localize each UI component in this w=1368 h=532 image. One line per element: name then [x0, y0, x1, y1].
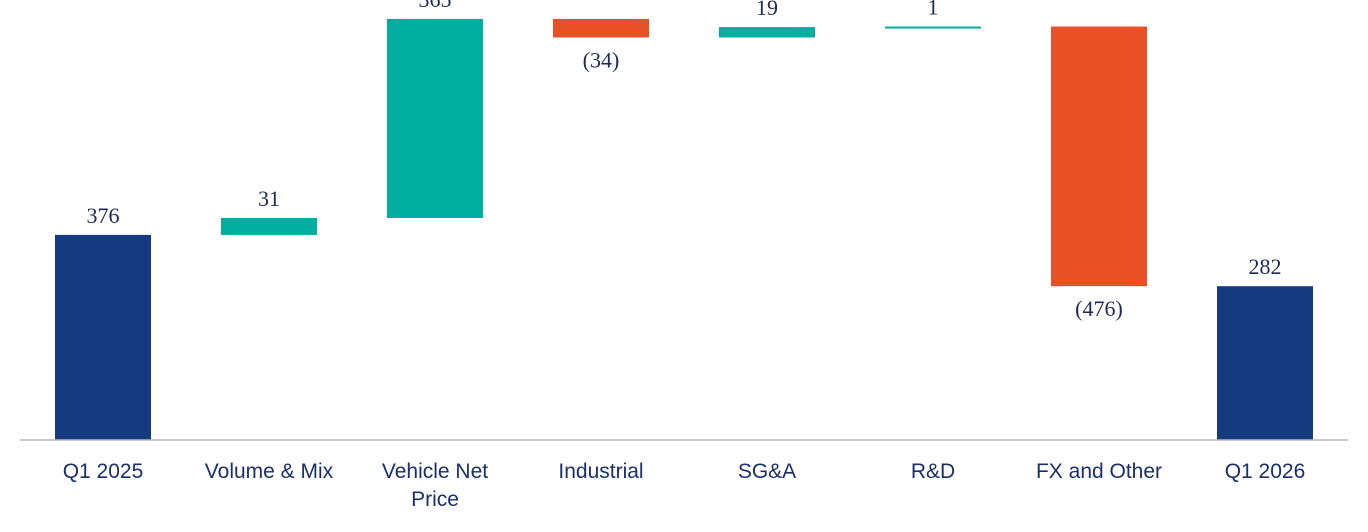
- category-label: Industrial: [558, 460, 643, 483]
- value-label: 31: [258, 186, 280, 211]
- value-label: 1: [928, 0, 939, 20]
- value-label: 19: [756, 0, 778, 20]
- bar-total: [1217, 286, 1313, 440]
- category-labels-group: Q1 2025 Volume & Mix Vehicle Net Price Indus…: [63, 460, 1306, 511]
- bar-increase: [221, 218, 317, 235]
- category-label: Price: [411, 488, 459, 511]
- value-label: (476): [1075, 296, 1123, 321]
- bar-decrease: [553, 18, 649, 38]
- category-label: Q1 2025: [63, 460, 144, 483]
- category-label: SG&A: [738, 460, 796, 483]
- category-label: FX and Other: [1036, 460, 1162, 483]
- value-labels-group: 376 31 365 (34) 19 1 (476) 282: [87, 0, 1282, 321]
- bars-group: [55, 18, 1313, 440]
- bar-total: [55, 234, 151, 440]
- bar-increase: [885, 26, 981, 29]
- value-label: (34): [583, 47, 620, 72]
- category-label: R&D: [911, 460, 955, 483]
- value-label: 376: [87, 203, 120, 228]
- bar-decrease: [1051, 26, 1147, 287]
- bar-increase: [387, 18, 483, 219]
- category-label: Vehicle Net: [382, 460, 488, 483]
- category-label: Q1 2026: [1225, 460, 1306, 483]
- value-label: 282: [1249, 254, 1282, 279]
- category-label: Volume & Mix: [205, 460, 334, 483]
- bar-increase: [719, 27, 815, 38]
- value-label: 365: [419, 0, 452, 12]
